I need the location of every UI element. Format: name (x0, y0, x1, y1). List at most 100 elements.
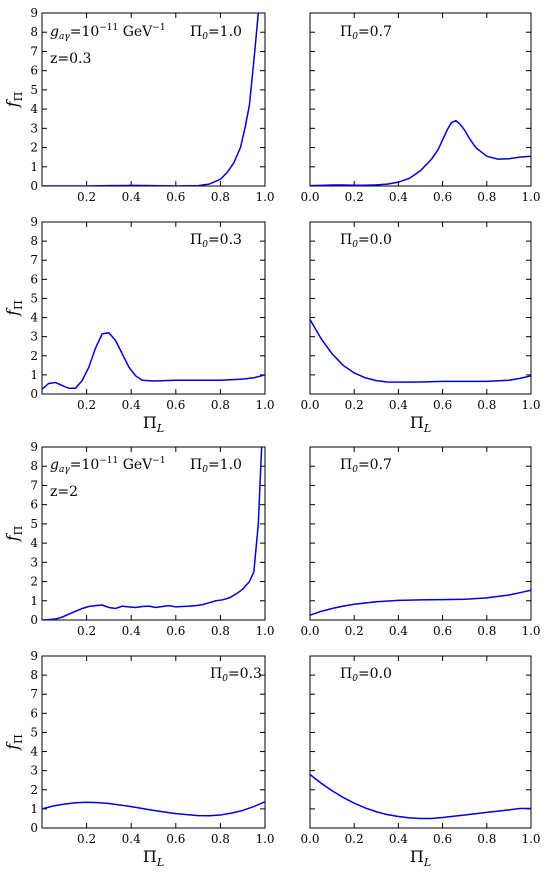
x-tick-label: 0.4 (122, 190, 141, 204)
y-tick-label: 3 (30, 764, 38, 778)
x-tick-label: 0.6 (433, 832, 452, 846)
y-tick-label: 5 (30, 725, 38, 739)
x-tick-label: 0.4 (389, 190, 408, 204)
y-tick-label: 2 (30, 141, 38, 155)
y-tick-label: 1 (30, 802, 38, 816)
y-tick-label: 2 (30, 575, 38, 589)
y-axis-label: fΠ (3, 734, 25, 751)
panel-annotation: Π0=1.0 (190, 457, 242, 475)
plot-frame (41, 446, 266, 621)
plot-frame (309, 655, 532, 829)
x-tick-label: 0.8 (211, 398, 230, 412)
y-tick-label: 1 (30, 594, 38, 608)
x-tick-label: 0.0 (300, 190, 319, 204)
x-tick-label: 0.0 (300, 398, 319, 412)
y-tick-label: 5 (30, 517, 38, 531)
panel-annotation: Π0=0.3 (190, 232, 242, 250)
x-tick-label: 0.2 (345, 624, 364, 638)
panel-annotation: Π0=0.0 (340, 666, 392, 684)
x-tick-label: 0.8 (477, 832, 496, 846)
y-tick-label: 7 (30, 687, 38, 701)
panel-annotation: Π0=0.7 (340, 24, 392, 42)
x-tick-label: 0.4 (122, 398, 141, 412)
x-tick-label: 0.6 (166, 832, 185, 846)
y-tick-label: 0 (30, 613, 38, 627)
x-tick-label: 0.4 (122, 624, 141, 638)
panel-annotation: Π0=1.0 (190, 24, 242, 42)
y-tick-label: 0 (30, 821, 38, 835)
y-tick-label: 4 (30, 102, 38, 116)
x-axis-label: ΠL (410, 413, 431, 435)
panel-annotation: z=0.3 (50, 51, 91, 67)
y-tick-label: 9 (30, 6, 38, 20)
series-line (42, 800, 265, 817)
y-tick-label: 6 (30, 272, 38, 286)
y-tick-label: 2 (30, 783, 38, 797)
series-line (310, 589, 531, 616)
panel-top-right: 0.0 0.2 0.4 0.6 0.8 1.0 Π0=0.7 (300, 12, 541, 204)
y-tick-label: 9 (30, 215, 38, 229)
x-tick-label: 0.8 (211, 190, 230, 204)
panel-annotation: Π0=0.7 (340, 457, 392, 475)
panel-lower-middle-right: 0.0 0.2 0.4 0.6 0.8 1.0 Π0=0.7 (300, 446, 541, 638)
x-tick-label: 0.2 (345, 190, 364, 204)
y-tick-label: 0 (30, 179, 38, 193)
y-axis-label: fΠ (3, 526, 25, 543)
x-axis-label: ΠL (143, 413, 164, 435)
x-tick-label: 0.4 (122, 832, 141, 846)
y-tick-label: 4 (30, 536, 38, 550)
x-tick-label: 0.8 (211, 624, 230, 638)
plot-frame (41, 655, 266, 829)
x-tick-label: 0.2 (77, 398, 96, 412)
x-tick-label: 0.2 (77, 624, 96, 638)
x-tick-label: 0.2 (345, 832, 364, 846)
x-tick-label: 0.4 (389, 624, 408, 638)
x-tick-label: 0.0 (300, 832, 319, 846)
x-tick-label: 0.6 (166, 398, 185, 412)
x-tick-label: 1.0 (255, 624, 274, 638)
y-tick-label: 6 (30, 706, 38, 720)
y-tick-label: 7 (30, 44, 38, 58)
x-tick-label: 0.2 (77, 190, 96, 204)
series-line (310, 319, 531, 383)
series-line (42, 332, 265, 390)
y-tick-label: 5 (30, 291, 38, 305)
x-tick-label: 0.4 (389, 832, 408, 846)
series-line (310, 119, 531, 186)
x-tick-label: 1.0 (521, 190, 540, 204)
y-tick-label: 4 (30, 311, 38, 325)
y-tick-label: 5 (30, 83, 38, 97)
x-tick-label: 0.4 (389, 398, 408, 412)
x-tick-label: 1.0 (521, 398, 540, 412)
x-tick-label: 0.2 (345, 398, 364, 412)
x-tick-label: 0.8 (477, 624, 496, 638)
panel-top-left: 0.2 0.4 0.6 0.8 1.0 0 1 2 3 4 5 6 7 8 9 fΠ gaγ=10−11 GeV… (3, 6, 275, 204)
y-tick-label: 6 (30, 498, 38, 512)
x-tick-label: 0.6 (433, 398, 452, 412)
x-tick-label: 1.0 (521, 832, 540, 846)
panel-annotation: gaγ=10−11 GeV−1 (50, 23, 166, 42)
x-axis-label: ΠL (143, 847, 164, 869)
plot-frame (309, 221, 532, 395)
x-tick-label: 0.6 (433, 624, 452, 638)
x-tick-label: 0.6 (433, 190, 452, 204)
panel-lower-middle-left: 0.2 0.4 0.6 0.8 1.0 0 1 2 3 4 5 6 7 8 9 fΠ gaγ=10−11 GeV… (3, 440, 275, 638)
x-tick-label: 1.0 (521, 624, 540, 638)
series-line (42, 447, 263, 620)
panel-annotation: Π0=0.0 (340, 232, 392, 250)
x-tick-label: 1.0 (255, 190, 274, 204)
series-line (310, 773, 531, 820)
y-tick-label: 2 (30, 349, 38, 363)
x-tick-label: 0.8 (477, 190, 496, 204)
panel-annotation: Π0=0.3 (210, 666, 262, 684)
y-axis-label: fΠ (3, 92, 25, 109)
y-tick-label: 8 (30, 459, 38, 473)
x-tick-label: 0.6 (166, 624, 185, 638)
x-tick-label: 1.0 (255, 832, 274, 846)
x-tick-label: 0.2 (77, 832, 96, 846)
y-tick-label: 6 (30, 64, 38, 78)
x-tick-label: 0.8 (211, 832, 230, 846)
panel-bottom-right: 0.0 0.2 0.4 0.6 0.8 1.0 ΠL Π0=0.0 (300, 655, 541, 869)
y-tick-label: 8 (30, 234, 38, 248)
